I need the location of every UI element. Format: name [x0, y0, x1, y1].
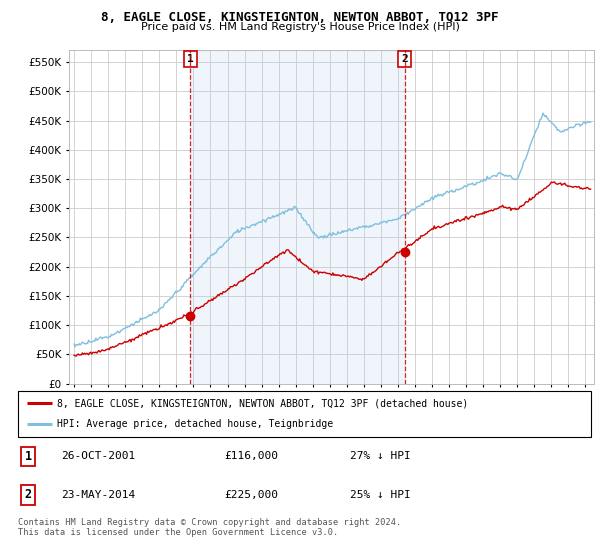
Bar — [190, 50, 404, 384]
FancyBboxPatch shape — [18, 391, 591, 437]
Text: 23-MAY-2014: 23-MAY-2014 — [61, 490, 135, 500]
Text: 2: 2 — [25, 488, 32, 501]
Text: Contains HM Land Registry data © Crown copyright and database right 2024.
This d: Contains HM Land Registry data © Crown c… — [18, 518, 401, 538]
Text: 1: 1 — [187, 54, 194, 64]
Text: 8, EAGLE CLOSE, KINGSTEIGNTON, NEWTON ABBOT, TQ12 3PF (detached house): 8, EAGLE CLOSE, KINGSTEIGNTON, NEWTON AB… — [57, 398, 468, 408]
Text: 8, EAGLE CLOSE, KINGSTEIGNTON, NEWTON ABBOT, TQ12 3PF: 8, EAGLE CLOSE, KINGSTEIGNTON, NEWTON AB… — [101, 11, 499, 24]
Text: Price paid vs. HM Land Registry's House Price Index (HPI): Price paid vs. HM Land Registry's House … — [140, 22, 460, 32]
Text: £225,000: £225,000 — [224, 490, 278, 500]
Text: 2: 2 — [401, 54, 408, 64]
Text: £116,000: £116,000 — [224, 451, 278, 461]
Text: 26-OCT-2001: 26-OCT-2001 — [61, 451, 135, 461]
Text: HPI: Average price, detached house, Teignbridge: HPI: Average price, detached house, Teig… — [57, 419, 333, 430]
Text: 27% ↓ HPI: 27% ↓ HPI — [350, 451, 411, 461]
Text: 1: 1 — [25, 450, 32, 463]
Text: 25% ↓ HPI: 25% ↓ HPI — [350, 490, 411, 500]
